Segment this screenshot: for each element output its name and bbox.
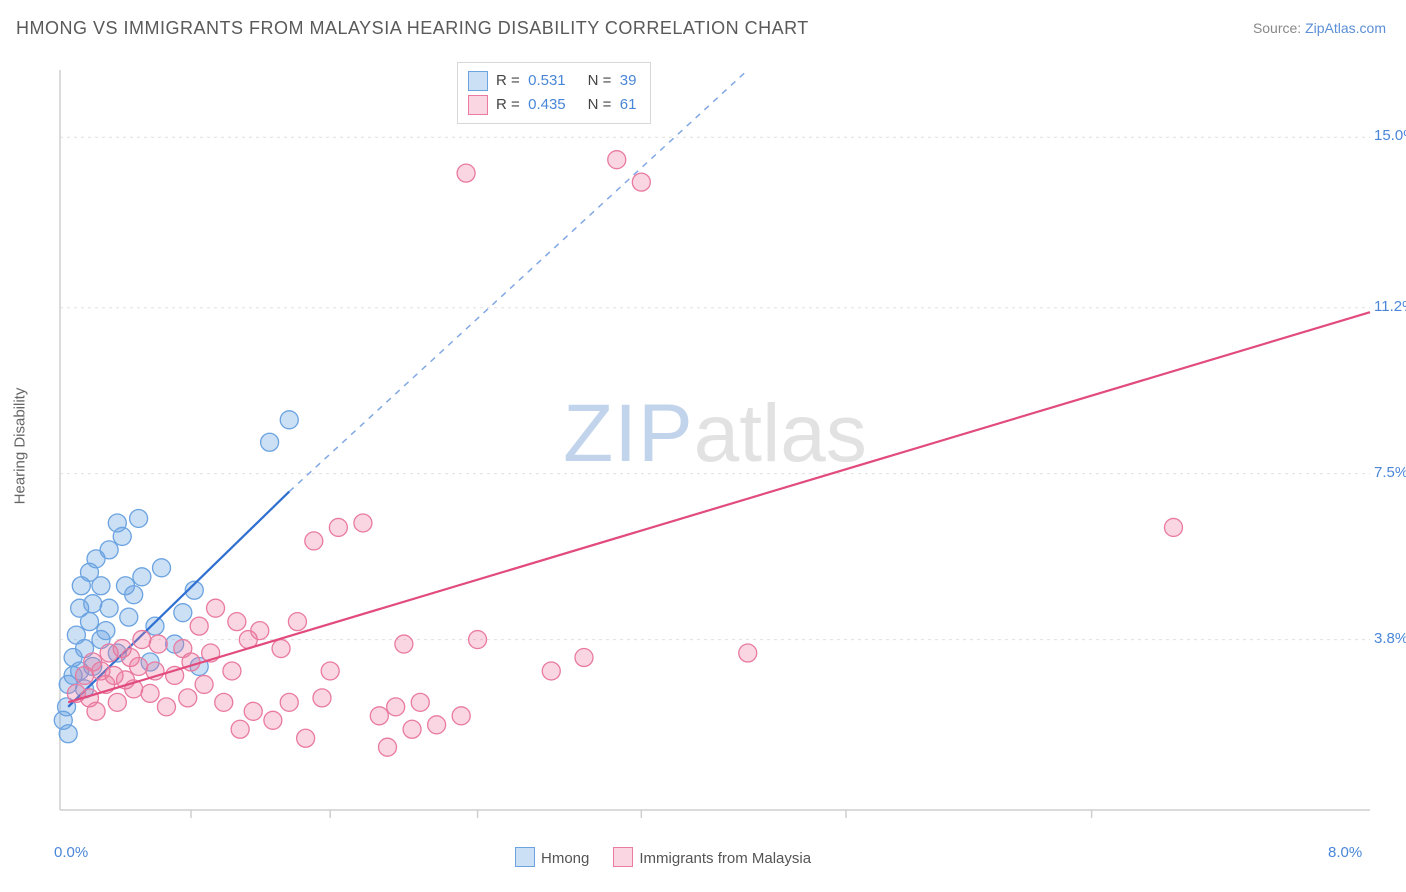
- y-grid-label: 3.8%: [1374, 630, 1406, 647]
- correlation-legend: R = 0.531 N = 39 R = 0.435 N = 61: [457, 62, 651, 124]
- series-label: Hmong: [541, 850, 589, 867]
- legend-n-label: N = 39: [588, 69, 637, 93]
- x-axis-label: 0.0%: [54, 844, 88, 861]
- series-label: Immigrants from Malaysia: [639, 850, 811, 867]
- y-grid-label: 7.5%: [1374, 464, 1406, 481]
- legend-n-label: N = 61: [588, 93, 637, 117]
- scatter-chart-svg: [50, 60, 1380, 840]
- series-legend: Hmong Immigrants from Malaysia: [515, 847, 811, 867]
- series-swatch-icon: [515, 847, 535, 867]
- series-legend-item-malaysia: Immigrants from Malaysia: [613, 847, 811, 867]
- legend-swatch-icon: [468, 71, 488, 91]
- legend-r-label: R = 0.531: [496, 69, 566, 93]
- chart-title: HMONG VS IMMIGRANTS FROM MALAYSIA HEARIN…: [16, 18, 809, 39]
- source-attribution: Source: ZipAtlas.com: [1253, 20, 1386, 36]
- series-swatch-icon: [613, 847, 633, 867]
- source-prefix: Source:: [1253, 20, 1305, 36]
- legend-row-hmong: R = 0.531 N = 39: [468, 69, 636, 93]
- legend-row-malaysia: R = 0.435 N = 61: [468, 93, 636, 117]
- y-axis-label: Hearing Disability: [12, 346, 29, 546]
- legend-r-label: R = 0.435: [496, 93, 566, 117]
- series-legend-item-hmong: Hmong: [515, 847, 589, 867]
- y-grid-label: 15.0%: [1374, 127, 1406, 144]
- legend-swatch-icon: [468, 95, 488, 115]
- plot-area: ZIPatlas: [50, 60, 1380, 840]
- x-axis-label: 8.0%: [1328, 844, 1362, 861]
- source-link[interactable]: ZipAtlas.com: [1305, 20, 1386, 36]
- y-grid-label: 11.2%: [1374, 298, 1406, 315]
